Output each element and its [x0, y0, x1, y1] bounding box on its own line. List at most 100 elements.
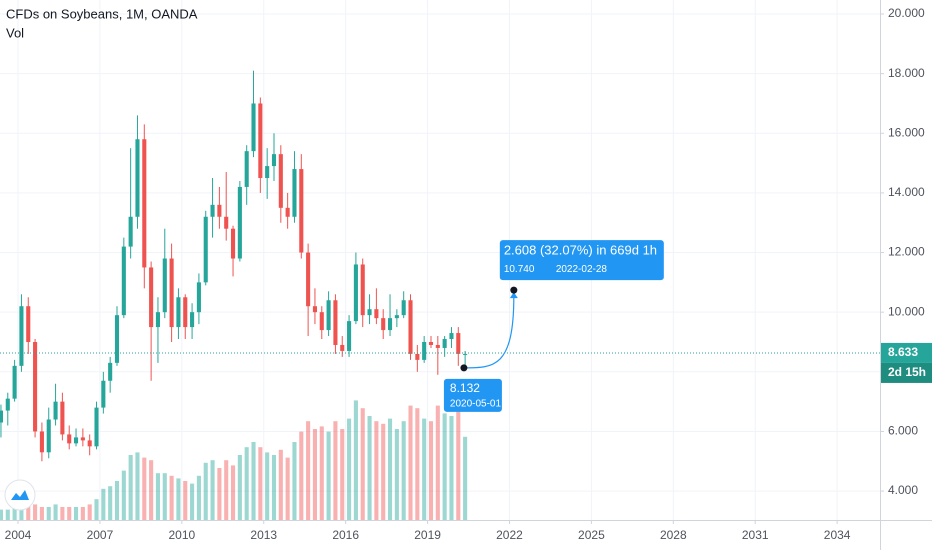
- candle-body: [306, 252, 311, 307]
- volume-bar: [428, 421, 434, 520]
- volume-bar: [271, 455, 277, 520]
- candle-body: [190, 312, 195, 328]
- x-tick-label: 2013: [250, 528, 277, 542]
- volume-bar: [299, 431, 304, 520]
- x-tick-label: 2016: [332, 528, 359, 542]
- candle-body: [101, 380, 106, 408]
- candle-body: [210, 204, 215, 217]
- candle-body: [381, 318, 386, 331]
- candle-body: [415, 353, 420, 360]
- x-tick-label: 2007: [87, 528, 114, 542]
- volume-bar: [258, 447, 263, 520]
- candle-body: [435, 344, 440, 348]
- y-tick-label: 18.000: [888, 66, 925, 80]
- y-tick-label: 14.000: [888, 185, 925, 199]
- candle-body: [217, 204, 222, 217]
- start-box: [443, 378, 502, 412]
- volume-bar: [94, 499, 99, 520]
- volume-bar: [401, 421, 406, 520]
- candle-body: [46, 419, 51, 453]
- volume-bar: [128, 455, 133, 520]
- candle-body: [299, 169, 304, 253]
- x-tick-label: 2019: [414, 528, 441, 542]
- start-value-label: 8.132: [450, 381, 480, 395]
- volume-bar: [114, 481, 120, 520]
- volume-bar: [374, 421, 379, 520]
- candle-body: [60, 401, 65, 435]
- volume-bar: [60, 507, 65, 520]
- volume-bar: [217, 468, 222, 520]
- volume-bar: [203, 462, 208, 520]
- volume-bar: [5, 509, 10, 520]
- x-tick-label: 2025: [578, 528, 605, 542]
- candle-body: [196, 282, 201, 313]
- logo-circle[interactable]: [4, 479, 36, 511]
- volume-bar: [387, 418, 393, 520]
- candle-body: [203, 216, 208, 283]
- volume-bar: [73, 507, 79, 520]
- candle-body: [271, 154, 277, 167]
- volume-bar: [422, 418, 427, 520]
- y-tick-label: 20.000: [888, 6, 925, 20]
- volume-bar: [33, 504, 38, 520]
- volume-bar: [87, 504, 92, 520]
- x-tick-label: 2034: [824, 528, 851, 542]
- volume-bar: [162, 473, 167, 520]
- candle-body: [142, 139, 147, 268]
- candle-body: [360, 264, 365, 316]
- volume-bar: [333, 421, 338, 520]
- volume-bar: [210, 460, 215, 520]
- end-date-label: 2022-02-28: [556, 264, 608, 275]
- volume-bar: [101, 488, 106, 520]
- volume-bar: [224, 460, 229, 520]
- measure-box: [499, 240, 664, 281]
- candle-body: [347, 321, 352, 351]
- volume-bar: [278, 449, 283, 520]
- candle-body: [176, 297, 181, 328]
- volume-bar: [265, 452, 270, 520]
- candle-body: [244, 151, 249, 187]
- candle-body: [169, 258, 174, 328]
- logo[interactable]: [4, 479, 36, 511]
- candle-body: [12, 365, 17, 399]
- candle-body: [33, 341, 38, 432]
- candle-body: [108, 362, 113, 381]
- logo-mark[interactable]: [11, 490, 29, 500]
- projection-start: [460, 364, 468, 372]
- candle-body: [367, 309, 372, 316]
- volume-bar: [190, 483, 195, 520]
- volume-bar: [347, 418, 352, 520]
- candle-body: [230, 228, 236, 259]
- volume-bar: [435, 405, 440, 520]
- candle-body: [333, 300, 338, 345]
- candle-body: [94, 407, 99, 447]
- y-tick-label: 16.000: [888, 125, 925, 139]
- volume-bar: [39, 507, 44, 520]
- volume-bar: [121, 470, 126, 520]
- candle-body: [39, 431, 44, 453]
- volume-bar: [360, 408, 365, 520]
- candle-body: [26, 306, 31, 342]
- candle-body: [463, 353, 468, 355]
- candle-body: [258, 103, 263, 179]
- x-tick-label: 2028: [660, 528, 687, 542]
- measure-label: 2.608 (32.07%) in 669d 1h: [504, 243, 657, 258]
- candle-body: [340, 344, 345, 351]
- volume-bar: [237, 455, 242, 520]
- candle-body: [278, 154, 283, 208]
- volume-bar: [53, 504, 58, 520]
- volume-bar: [456, 392, 461, 520]
- candle-body: [312, 306, 317, 313]
- x-tick-label: 2022: [496, 528, 523, 542]
- candle-body: [319, 312, 324, 331]
- projection-end: [510, 286, 518, 294]
- y-tick-label: 6.000: [888, 424, 918, 438]
- volume-bar: [19, 504, 24, 520]
- x-tick-label: 2004: [5, 528, 32, 542]
- volume-label: Vol: [6, 25, 24, 40]
- candle-body: [121, 246, 126, 316]
- y-tick-label: 10.000: [888, 304, 925, 318]
- volume-bar: [67, 507, 72, 520]
- volume-bar: [449, 416, 454, 520]
